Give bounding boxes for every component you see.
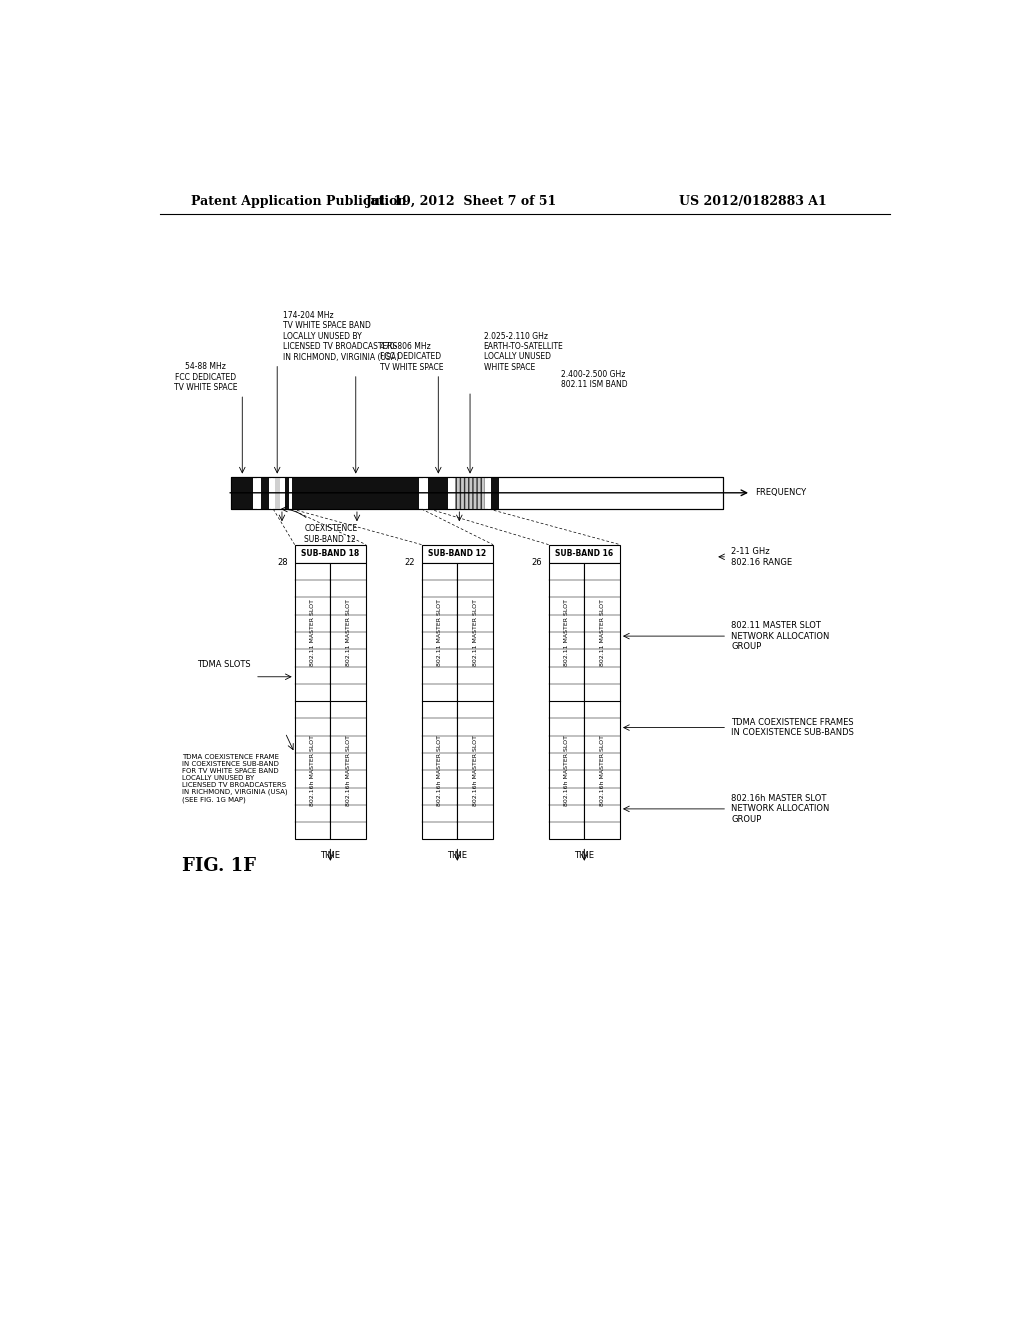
Text: 802.16h MASTER SLOT: 802.16h MASTER SLOT	[310, 735, 315, 805]
Bar	[261, 477, 269, 510]
Text: 2.025-2.110 GHz
EARTH-TO-SATELLITE
LOCALLY UNUSED
WHITE SPACE: 2.025-2.110 GHz EARTH-TO-SATELLITE LOCAL…	[483, 331, 563, 372]
Bar	[458, 562, 494, 840]
Text: 802.16h MASTER SLOT: 802.16h MASTER SLOT	[346, 735, 351, 805]
Bar	[487, 477, 489, 510]
Text: 802.11 MASTER SLOT: 802.11 MASTER SLOT	[310, 598, 315, 665]
Bar	[585, 562, 620, 840]
Text: 470-806 MHz
FCC DEDICATED
TV WHITE SPACE: 470-806 MHz FCC DEDICATED TV WHITE SPACE	[380, 342, 443, 372]
Text: 802.11 MASTER SLOT: 802.11 MASTER SLOT	[473, 598, 478, 665]
Bar	[292, 477, 419, 510]
Text: TDMA COEXISTENCE FRAMES
IN COEXISTENCE SUB-BANDS: TDMA COEXISTENCE FRAMES IN COEXISTENCE S…	[731, 718, 854, 738]
Bar	[422, 562, 458, 840]
Text: US 2012/0182883 A1: US 2012/0182883 A1	[679, 194, 826, 207]
Text: SUB-BAND 16: SUB-BAND 16	[555, 549, 613, 558]
Bar	[231, 477, 253, 510]
Text: TDMA SLOTS: TDMA SLOTS	[198, 660, 251, 669]
Bar	[231, 477, 723, 510]
Bar	[549, 545, 620, 562]
Text: TDMA COEXISTENCE FRAME
IN COEXISTENCE SUB-BAND
FOR TV WHITE SPACE BAND
LOCALLY U: TDMA COEXISTENCE FRAME IN COEXISTENCE SU…	[182, 754, 288, 803]
Text: 802.16h MASTER SLOT: 802.16h MASTER SLOT	[600, 735, 605, 805]
Text: 802.11 MASTER SLOT: 802.11 MASTER SLOT	[600, 598, 605, 665]
Text: 26: 26	[531, 558, 543, 568]
Bar	[285, 477, 289, 510]
Text: 802.16h MASTER SLOT: 802.16h MASTER SLOT	[564, 735, 569, 805]
Text: 802.11 MASTER SLOT: 802.11 MASTER SLOT	[346, 598, 351, 665]
Bar	[451, 477, 453, 510]
Bar	[295, 545, 367, 562]
Text: TIME: TIME	[447, 850, 467, 859]
Text: COEXISTENCE
SUB-BAND 12: COEXISTENCE SUB-BAND 12	[304, 524, 357, 544]
Text: TIME: TIME	[574, 850, 594, 859]
Text: 802.11 MASTER SLOT: 802.11 MASTER SLOT	[564, 598, 569, 665]
Text: SUB-BAND 18: SUB-BAND 18	[301, 549, 359, 558]
Text: Jul. 19, 2012  Sheet 7 of 51: Jul. 19, 2012 Sheet 7 of 51	[366, 194, 557, 207]
Text: FREQUENCY: FREQUENCY	[755, 488, 806, 498]
Text: 802.16h MASTER SLOT: 802.16h MASTER SLOT	[437, 735, 442, 805]
Bar	[231, 477, 723, 510]
Text: 2.400-2.500 GHz
802.11 ISM BAND: 2.400-2.500 GHz 802.11 ISM BAND	[560, 370, 627, 389]
Bar	[549, 562, 585, 840]
Bar	[428, 477, 447, 510]
Text: 802.11 MASTER SLOT
NETWORK ALLOCATION
GROUP: 802.11 MASTER SLOT NETWORK ALLOCATION GR…	[731, 622, 829, 651]
Bar	[455, 477, 485, 510]
Bar	[295, 562, 331, 840]
Text: 802.11 MASTER SLOT: 802.11 MASTER SLOT	[437, 598, 442, 665]
Bar	[257, 477, 260, 510]
Bar	[282, 477, 284, 510]
Text: 54-88 MHz
FCC DEDICATED
TV WHITE SPACE: 54-88 MHz FCC DEDICATED TV WHITE SPACE	[174, 363, 238, 392]
Text: Patent Application Publication: Patent Application Publication	[191, 194, 407, 207]
Text: 802.16h MASTER SLOT
NETWORK ALLOCATION
GROUP: 802.16h MASTER SLOT NETWORK ALLOCATION G…	[731, 795, 829, 824]
Bar	[423, 477, 426, 510]
Bar	[422, 545, 494, 562]
Bar	[270, 477, 273, 510]
Bar	[274, 477, 280, 510]
Text: SUB-BAND 12: SUB-BAND 12	[428, 549, 486, 558]
Bar	[331, 562, 367, 840]
Bar	[455, 477, 485, 510]
Text: TIME: TIME	[321, 850, 340, 859]
Text: 28: 28	[278, 558, 289, 568]
Text: 174-204 MHz
TV WHITE SPACE BAND
LOCALLY UNUSED BY
LICENSED TV BROADCASTERS
IN RI: 174-204 MHz TV WHITE SPACE BAND LOCALLY …	[283, 312, 399, 362]
Text: 22: 22	[404, 558, 416, 568]
Bar	[492, 477, 500, 510]
Text: 2-11 GHz
802.16 RANGE: 2-11 GHz 802.16 RANGE	[731, 546, 793, 566]
Text: 802.16h MASTER SLOT: 802.16h MASTER SLOT	[473, 735, 478, 805]
Text: FIG. 1F: FIG. 1F	[182, 857, 256, 875]
